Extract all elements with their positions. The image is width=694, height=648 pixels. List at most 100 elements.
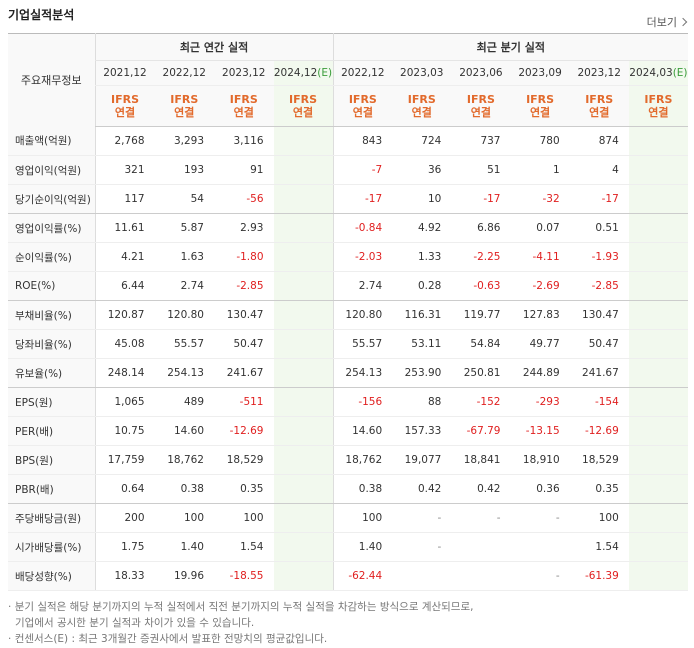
value-cell: -1.93: [569, 242, 629, 272]
value-cell: 1: [510, 155, 570, 185]
value-cell: 50.47: [214, 329, 274, 359]
basis: 연결: [233, 106, 254, 119]
value-cell: 117: [94, 184, 155, 214]
value-cell: 55.57: [332, 329, 393, 359]
value-cell: 1.54: [214, 532, 274, 562]
value-cell: 88: [392, 387, 452, 417]
value-cell: 0.07: [510, 213, 570, 243]
value-cell: 130.47: [214, 300, 274, 330]
value-cell: [451, 532, 511, 562]
value-cell: 18,529: [214, 445, 274, 475]
column-standard: IFRS 연결: [94, 85, 155, 127]
value-cell: 843: [332, 126, 393, 156]
value-cell: 18,910: [510, 445, 570, 475]
value-cell: 0.42: [392, 474, 452, 504]
row-label: ROE(%): [8, 271, 95, 301]
data-row: 유보율(%) 248.14 254.13 241.67 254.13 253.90 250.…: [8, 358, 689, 388]
value-cell: [628, 155, 689, 185]
value-cell: 19,077: [392, 445, 452, 475]
value-cell: [628, 242, 689, 272]
value-cell: [273, 532, 334, 562]
value-cell: 241.67: [214, 358, 274, 388]
corner-cell: 주요재무정보: [8, 33, 95, 127]
row-label: 부채비율(%): [8, 300, 95, 330]
value-cell: [273, 126, 334, 156]
row-label: 당좌비율(%): [8, 329, 95, 359]
value-cell: 50.47: [569, 329, 629, 359]
basis: 연결: [352, 106, 373, 119]
value-cell: 54: [154, 184, 214, 214]
value-cell: 157.33: [392, 416, 452, 446]
standard: IFRS: [644, 93, 673, 106]
column-standard: IFRS 연결: [451, 85, 511, 127]
row-label: BPS(원): [8, 445, 95, 475]
date: 2024,03: [629, 67, 673, 79]
value-cell: -67.79: [451, 416, 511, 446]
value-cell: 2.74: [154, 271, 214, 301]
value-cell: [273, 416, 334, 446]
value-cell: 11.61: [94, 213, 155, 243]
row-label: 영업이익률(%): [8, 213, 95, 243]
date-row: 2021,12 2022,12 2023,12 2024,12(E) 2022,12 20…: [8, 60, 689, 86]
value-cell: 120.80: [332, 300, 393, 330]
value-cell: -4.11: [510, 242, 570, 272]
group-header: 최근 연간 실적: [94, 33, 334, 61]
value-cell: 253.90: [392, 358, 452, 388]
value-cell: 1.54: [569, 532, 629, 562]
value-cell: 0.36: [510, 474, 570, 504]
column-date: 2023,09: [510, 60, 570, 86]
data-row: 당좌비율(%) 45.08 55.57 50.47 55.57 53.11 54.84 49.…: [8, 329, 689, 359]
value-cell: 0.38: [154, 474, 214, 504]
note: 분기 실적은 해당 분기까지의 누적 실적에서 직전 분기까지의 누적 실적을 …: [8, 599, 474, 615]
row-label: 배당성향(%): [8, 561, 95, 591]
data-row: 주당배당금(원) 200 100 100 100- - -100: [8, 503, 689, 533]
value-cell: 254.13: [332, 358, 393, 388]
basis: 연결: [174, 106, 195, 119]
value-cell: 116.31: [392, 300, 452, 330]
value-cell: -62.44: [332, 561, 393, 591]
value-cell: 14.60: [154, 416, 214, 446]
value-cell: [628, 184, 689, 214]
value-cell: [628, 271, 689, 301]
data-row: ROE(%) 6.44 2.74 -2.85 2.74 0.28 -0.63 -2.69 -2.…: [8, 271, 689, 301]
value-cell: [273, 358, 334, 388]
value-cell: [628, 329, 689, 359]
more-link[interactable]: 더보기: [647, 14, 686, 30]
value-cell: 130.47: [569, 300, 629, 330]
row-label: 당기순이익(억원): [8, 184, 95, 214]
date: 2021,12: [103, 67, 147, 79]
standard: IFRS: [526, 93, 555, 106]
value-cell: -1.80: [214, 242, 274, 272]
column-date: 2024,03(E): [628, 60, 689, 86]
row-label: PBR(배): [8, 474, 95, 504]
value-cell: 120.87: [94, 300, 155, 330]
value-cell: [273, 445, 334, 475]
date: 2023,12: [222, 67, 266, 79]
value-cell: [628, 416, 689, 446]
value-cell: 200: [94, 503, 155, 533]
estimate-mark: (E): [317, 67, 333, 79]
value-cell: 45.08: [94, 329, 155, 359]
value-cell: -0.63: [451, 271, 511, 301]
value-cell: -152: [451, 387, 511, 417]
date: 2024,12: [273, 67, 318, 79]
value-cell: -: [392, 532, 452, 562]
group-header: 최근 분기 실적: [332, 33, 689, 61]
data-row: BPS(원) 17,759 18,762 18,529 18,762 19,077 18,8…: [8, 445, 689, 475]
data-row: 부채비율(%) 120.87 120.80 130.47 120.80 116.31 119…: [8, 300, 689, 330]
header-row: 주요재무정보 최근 연간 실적 최근 분기 실적: [8, 33, 689, 127]
basis: 연결: [114, 106, 136, 119]
value-cell: -511: [214, 387, 274, 417]
basis: 연결: [589, 106, 610, 119]
value-cell: 193: [154, 155, 214, 185]
column-standard: IFRS 연결: [154, 85, 214, 127]
data-row: 순이익률(%) 4.21 1.63 -1.80 -2.03 1.33 -2.25 -4.11-…: [8, 242, 689, 272]
value-cell: 241.67: [569, 358, 629, 388]
value-cell: 18.33: [94, 561, 155, 591]
row-label: 시가배당률(%): [8, 532, 95, 562]
value-cell: -17: [451, 184, 511, 214]
value-cell: [628, 561, 689, 591]
standard: IFRS: [466, 93, 495, 106]
basis: 연결: [411, 106, 432, 119]
value-cell: [510, 532, 570, 562]
